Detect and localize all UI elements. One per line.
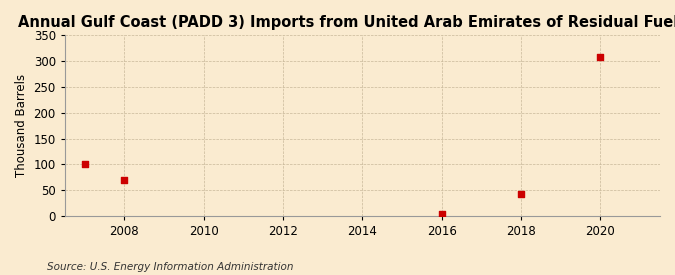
Text: Source: U.S. Energy Information Administration: Source: U.S. Energy Information Administ… [47,262,294,272]
Point [436,212,447,217]
Point [79,162,90,167]
Point [516,192,526,196]
Title: Annual Gulf Coast (PADD 3) Imports from United Arab Emirates of Residual Fuel Oi: Annual Gulf Coast (PADD 3) Imports from … [18,15,675,30]
Point [595,55,606,59]
Y-axis label: Thousand Barrels: Thousand Barrels [15,74,28,177]
Point [119,178,130,182]
